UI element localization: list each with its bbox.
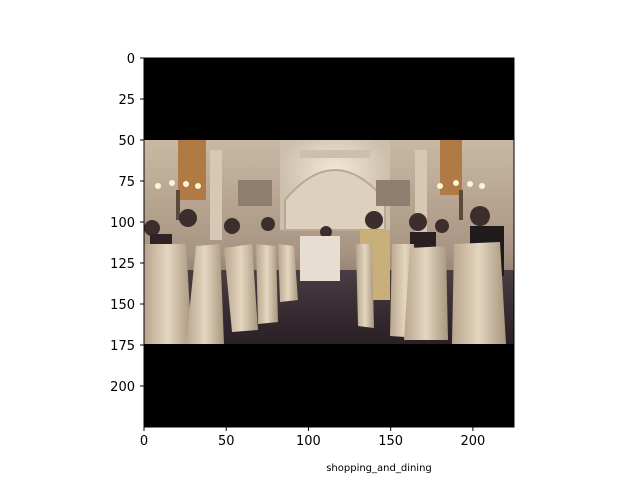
- y-axis-ticks: 0 25 50 75 100 125 150 175 200: [110, 52, 144, 395]
- image-caption: shopping_and_dining: [326, 463, 432, 474]
- x-tick-label: 0: [140, 434, 148, 449]
- x-tick-label: 50: [218, 434, 235, 449]
- y-tick-label: 175: [110, 339, 135, 354]
- y-tick-label: 50: [118, 134, 135, 149]
- y-tick-label: 200: [110, 380, 135, 395]
- x-tick-label: 150: [378, 434, 403, 449]
- axes-frame: [143, 57, 515, 428]
- banquet-photo: [144, 140, 514, 344]
- y-tick-label: 100: [110, 216, 135, 231]
- x-axis-ticks: 0 50 100 150 200: [140, 427, 485, 449]
- x-tick-label: 100: [296, 434, 321, 449]
- y-tick-label: 0: [127, 52, 135, 67]
- y-tick-label: 25: [118, 93, 135, 108]
- x-tick-label: 200: [460, 434, 485, 449]
- y-tick-label: 125: [110, 257, 135, 272]
- y-tick-label: 150: [110, 298, 135, 313]
- y-tick-label: 75: [118, 175, 135, 190]
